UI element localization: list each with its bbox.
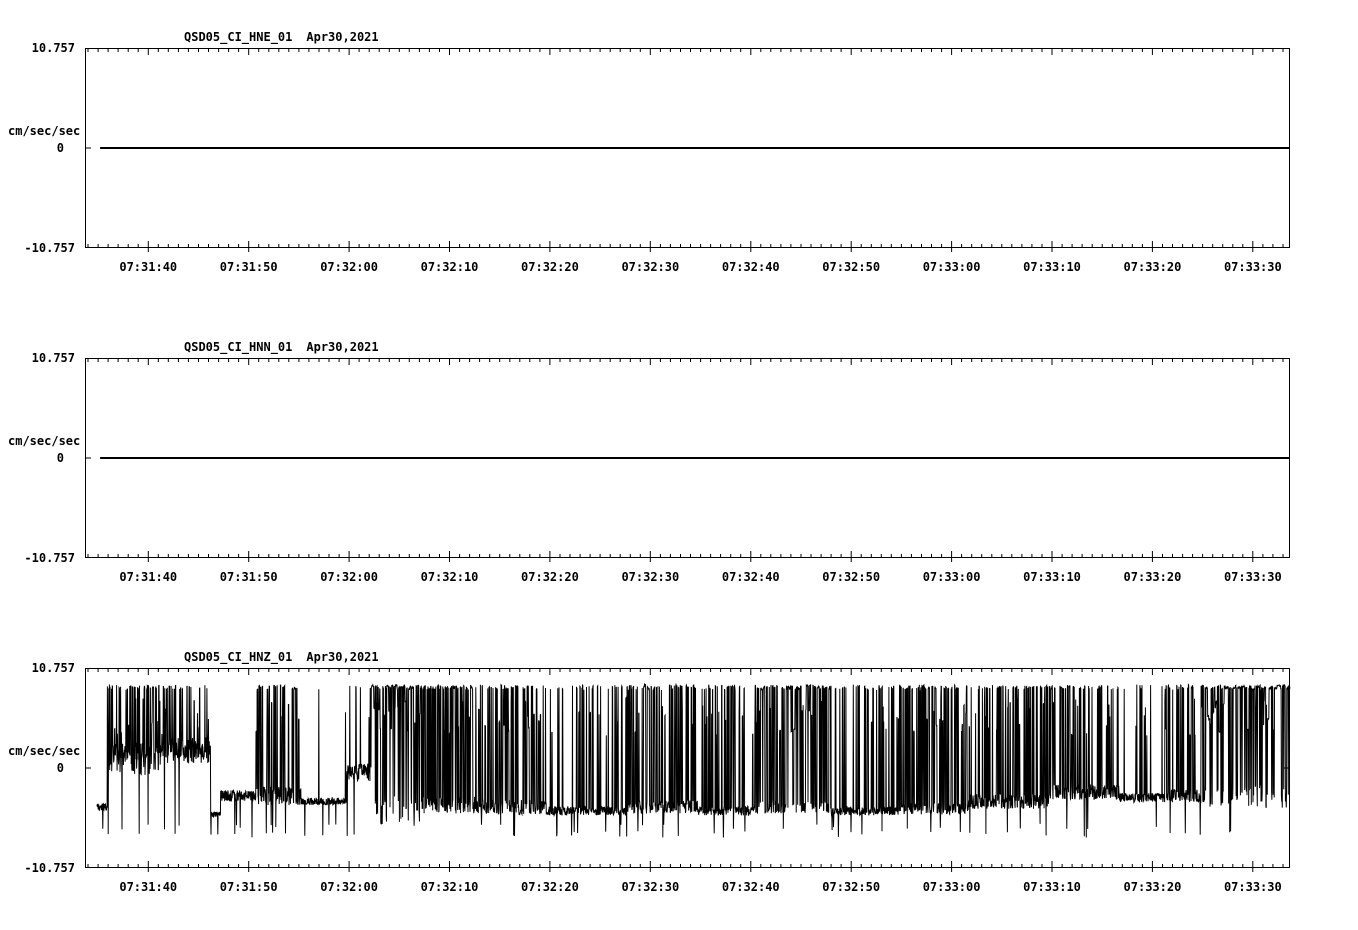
- plot-area-hne: [85, 48, 1290, 252]
- y-axis-min-label: -10.757: [24, 861, 75, 875]
- station-channel-label: QSD05_CI_HNE_01: [184, 30, 293, 44]
- x-tick-label: 07:32:30: [621, 570, 680, 584]
- y-axis-zero-label: 0: [56, 451, 64, 465]
- x-tick-label: 07:33:10: [1023, 260, 1081, 274]
- x-tick-label: 07:32:10: [420, 880, 479, 894]
- x-tick-label: 07:33:30: [1223, 880, 1282, 894]
- x-tick-label: 07:32:20: [521, 260, 579, 274]
- x-tick-label: 07:33:20: [1123, 880, 1182, 894]
- x-tick-label: 07:33:30: [1223, 570, 1282, 584]
- x-tick-label: 07:32:20: [521, 570, 579, 584]
- x-tick-label: 07:33:00: [922, 260, 981, 274]
- y-axis-unit-label: cm/sec/sec: [8, 124, 81, 138]
- x-tick-label: 07:33:00: [922, 570, 981, 584]
- panel-title: QSD05_CI_HNZ_01 Apr30,2021: [184, 650, 379, 664]
- y-axis-min-label: -10.757: [24, 551, 75, 565]
- y-axis-zero-label: 0: [56, 761, 64, 775]
- y-axis-max-label: 10.757: [31, 41, 75, 55]
- x-tick-label: 07:31:40: [119, 260, 178, 274]
- x-tick-label: 07:33:10: [1023, 570, 1081, 584]
- x-tick-label: 07:32:00: [320, 570, 378, 584]
- x-tick-label: 07:33:30: [1223, 260, 1282, 274]
- date-label: Apr30,2021: [306, 30, 379, 44]
- y-axis-unit-label: cm/sec/sec: [8, 434, 81, 448]
- x-tick-label: 07:32:10: [420, 570, 479, 584]
- x-tick-label: 07:31:40: [119, 570, 178, 584]
- seismogram-panel-hnn: QSD05_CI_HNN_01 Apr30,2021 10.757 cm/sec/…: [0, 310, 1358, 620]
- x-tick-label: 07:32:50: [822, 570, 881, 584]
- x-tick-label: 07:33:10: [1023, 880, 1081, 894]
- y-axis-unit-label: cm/sec/sec: [8, 744, 81, 758]
- x-tick-label: 07:31:50: [219, 570, 278, 584]
- x-tick-label: 07:32:00: [320, 260, 378, 274]
- plot-area-hnz: [85, 668, 1291, 872]
- x-tick-label: 07:32:30: [621, 880, 680, 894]
- x-tick-label: 07:32:10: [420, 260, 479, 274]
- date-label: Apr30,2021: [306, 340, 379, 354]
- x-tick-label: 07:31:50: [219, 880, 278, 894]
- plot-area-hnn: [85, 358, 1290, 562]
- x-tick-label: 07:32:40: [721, 570, 780, 584]
- x-tick-label: 07:32:40: [721, 880, 780, 894]
- x-tick-label: 07:32:30: [621, 260, 680, 274]
- station-channel-label: QSD05_CI_HNN_01: [184, 340, 293, 354]
- x-tick-label: 07:32:40: [721, 260, 780, 274]
- y-axis-min-label: -10.757: [24, 241, 75, 255]
- x-tick-label: 07:32:50: [822, 880, 881, 894]
- panel-title: QSD05_CI_HNE_01 Apr30,2021: [184, 30, 379, 44]
- x-tick-label: 07:32:50: [822, 260, 881, 274]
- y-axis-max-label: 10.757: [31, 661, 75, 675]
- panel-title: QSD05_CI_HNN_01 Apr30,2021: [184, 340, 379, 354]
- x-tick-label: 07:32:00: [320, 880, 378, 894]
- station-channel-label: QSD05_CI_HNZ_01: [184, 650, 293, 664]
- seismogram-panel-hnz: QSD05_CI_HNZ_01 Apr30,2021 10.757 cm/sec/…: [0, 620, 1358, 930]
- x-tick-label: 07:33:00: [922, 880, 981, 894]
- x-tick-label: 07:33:20: [1123, 260, 1182, 274]
- x-tick-label: 07:31:50: [219, 260, 278, 274]
- x-tick-label: 07:33:20: [1123, 570, 1182, 584]
- date-label: Apr30,2021: [306, 650, 379, 664]
- x-tick-label: 07:31:40: [119, 880, 178, 894]
- x-tick-label: 07:32:20: [521, 880, 579, 894]
- y-axis-zero-label: 0: [56, 141, 64, 155]
- seismogram-panel-hne: QSD05_CI_HNE_01 Apr30,2021 10.757 cm/sec/…: [0, 0, 1358, 310]
- y-axis-max-label: 10.757: [31, 351, 75, 365]
